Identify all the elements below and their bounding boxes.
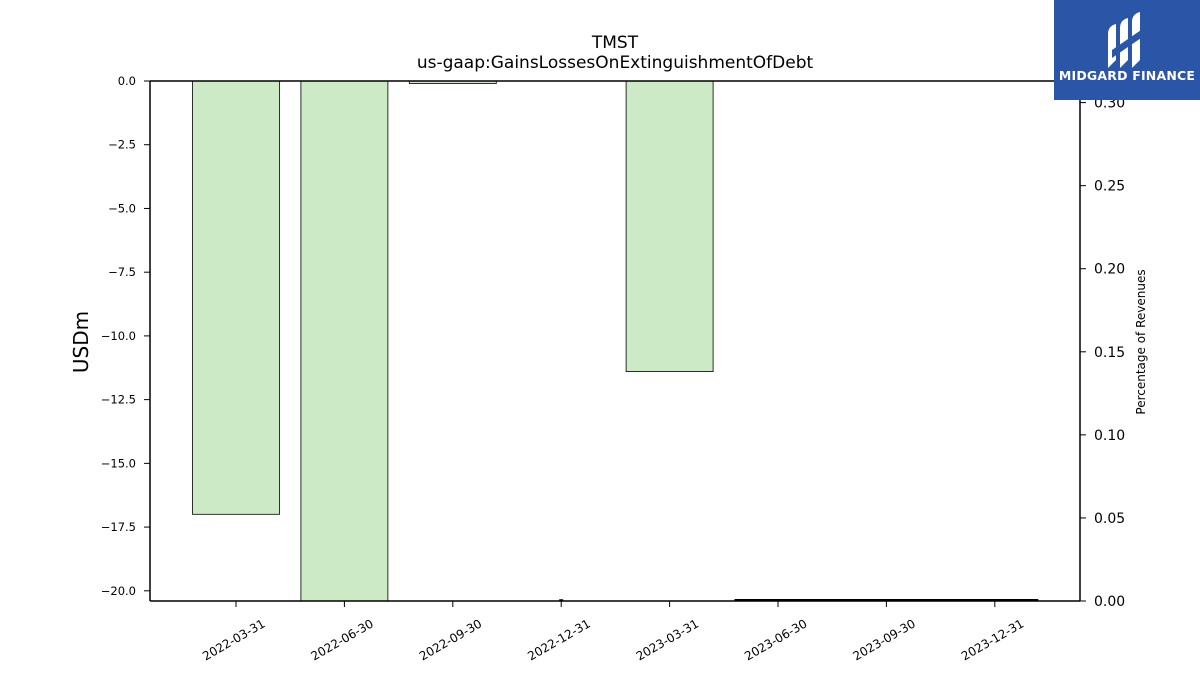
y-tick-label: −5.0 (108, 201, 136, 215)
y-tick-label: −10.0 (101, 329, 136, 343)
x-tick-label: 2022-06-30 (308, 616, 375, 663)
y-tick-label: −20.0 (101, 584, 136, 598)
y-tick-label: 0.0 (118, 74, 136, 88)
y-tick-label: −15.0 (101, 456, 136, 470)
y2-axis-label: Percentage of Revenues (1134, 269, 1148, 414)
y-tick-label: −2.5 (108, 138, 136, 152)
x-tick-label: 2023-03-31 (634, 616, 701, 663)
chart-subtitle: us-gaap:GainsLossesOnExtinguishmentOfDeb… (417, 53, 814, 73)
y-tick-label: −17.5 (101, 520, 136, 534)
x-tick-label: 2023-12-31 (959, 616, 1026, 663)
y2-tick-label: 0.15 (1094, 345, 1125, 361)
axes-group (149, 80, 1081, 602)
x-tick-label: 2022-09-30 (417, 616, 484, 663)
y-ticks-group: 0.0 −2.5 −5.0 −7.5 −10.0 −12.5 −15.0 −17.5 −20.0 (101, 74, 150, 598)
brand-logo: MIDGARD FINANCE (1054, 0, 1200, 100)
bar-2022-06-30 (300, 80, 389, 602)
bar-2023-03-31 (625, 80, 714, 373)
y2-tick-label: 0.00 (1094, 594, 1125, 610)
x-tick-label: 2023-06-30 (742, 616, 809, 663)
y2-tick-label: 0.05 (1094, 511, 1125, 527)
x-tick-label: 2023-09-30 (850, 616, 917, 663)
bar-2022-03-31 (192, 80, 280, 515)
midgard-logo-icon (1108, 12, 1144, 68)
y-tick-label: −12.5 (101, 393, 136, 407)
y-axis-label: USDm (69, 311, 93, 373)
x-ticks-group: 2022-03-31 2022-06-30 2022-09-30 2022-12-31… (200, 601, 1026, 663)
chart-title: TMST (591, 33, 639, 53)
y-tick-label: −7.5 (108, 265, 136, 279)
y2-tick-label: 0.25 (1094, 179, 1125, 195)
bars-group (192, 80, 714, 602)
x-tick-label: 2022-12-31 (525, 616, 592, 663)
y2-tick-label: 0.20 (1094, 262, 1125, 278)
y2-tick-label: 0.10 (1094, 428, 1125, 444)
x-tick-label: 2022-03-31 (200, 616, 267, 663)
y2-ticks-group: 0.000.050.100.150.200.250.30 (1080, 96, 1125, 610)
brand-name: MIDGARD FINANCE (1058, 68, 1196, 83)
